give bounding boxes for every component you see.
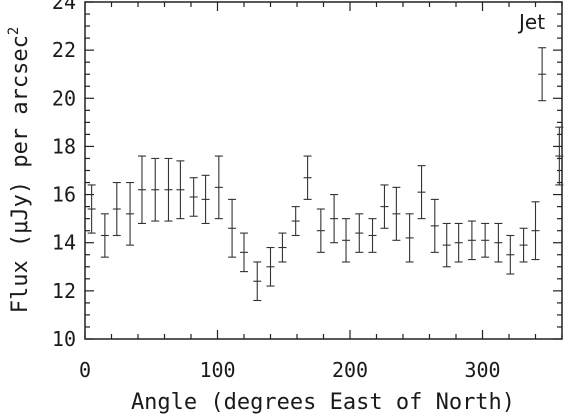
y-tick-label: 18 <box>52 134 76 158</box>
y-axis-title: Flux (μJy) per arcsec2 <box>6 27 33 314</box>
data-point <box>164 157 173 222</box>
data-point <box>316 208 325 253</box>
jet-annotation: Jet <box>517 10 545 34</box>
data-point <box>417 165 426 220</box>
data-point <box>330 194 339 244</box>
data-point <box>253 261 262 302</box>
data-point <box>442 222 451 268</box>
data-point <box>137 155 146 225</box>
data-point <box>228 198 237 258</box>
data-point <box>392 186 401 241</box>
data-point <box>126 181 135 246</box>
data-point <box>87 184 96 234</box>
data-point <box>214 155 223 220</box>
data-point <box>112 181 121 237</box>
data-point <box>519 227 528 263</box>
data-point <box>555 126 564 186</box>
y-axis-title-main: Flux (μJy) per arcsec <box>8 35 33 313</box>
data-point <box>506 234 515 275</box>
axis-ticks <box>84 1 563 340</box>
data-point <box>538 47 547 102</box>
data-point <box>278 232 287 263</box>
y-tick-labels: 10 12 14 16 18 20 22 24 <box>52 0 76 351</box>
data-point <box>454 222 463 263</box>
y-tick-label: 12 <box>52 279 76 303</box>
data-point <box>380 184 389 229</box>
data-point <box>430 198 439 253</box>
data-point <box>100 213 109 258</box>
x-tick-label: 100 <box>199 358 235 382</box>
x-tick-label: 200 <box>332 358 368 382</box>
data-point <box>481 222 490 258</box>
data-point <box>176 160 185 220</box>
y-tick-label: 20 <box>52 86 76 110</box>
x-tick-label: 0 <box>79 358 91 382</box>
data-point <box>266 246 275 287</box>
x-tick-label: 300 <box>464 358 500 382</box>
x-tick-labels: 0 100 200 300 <box>79 358 501 382</box>
y-tick-label: 22 <box>52 38 76 62</box>
data-point <box>151 157 160 222</box>
y-tick-label: 16 <box>52 183 76 207</box>
data-point <box>303 155 312 200</box>
x-axis-title: Angle (degrees East of North) <box>131 390 515 415</box>
data-point <box>355 213 364 253</box>
data-point <box>189 177 198 217</box>
data-point <box>342 218 351 263</box>
data-point <box>240 232 248 273</box>
y-tick-label: 14 <box>52 231 76 255</box>
data-point <box>368 218 377 253</box>
data-point <box>201 174 210 225</box>
data-points <box>87 47 564 302</box>
y-tick-label: 24 <box>52 0 76 14</box>
data-point <box>291 206 300 237</box>
plot-frame <box>84 1 563 340</box>
data-point <box>405 213 414 263</box>
data-point <box>494 222 503 263</box>
data-point <box>531 201 540 261</box>
y-tick-label: 10 <box>52 327 76 351</box>
data-point <box>467 220 476 261</box>
y-axis-title-superscript: 2 <box>6 27 22 35</box>
